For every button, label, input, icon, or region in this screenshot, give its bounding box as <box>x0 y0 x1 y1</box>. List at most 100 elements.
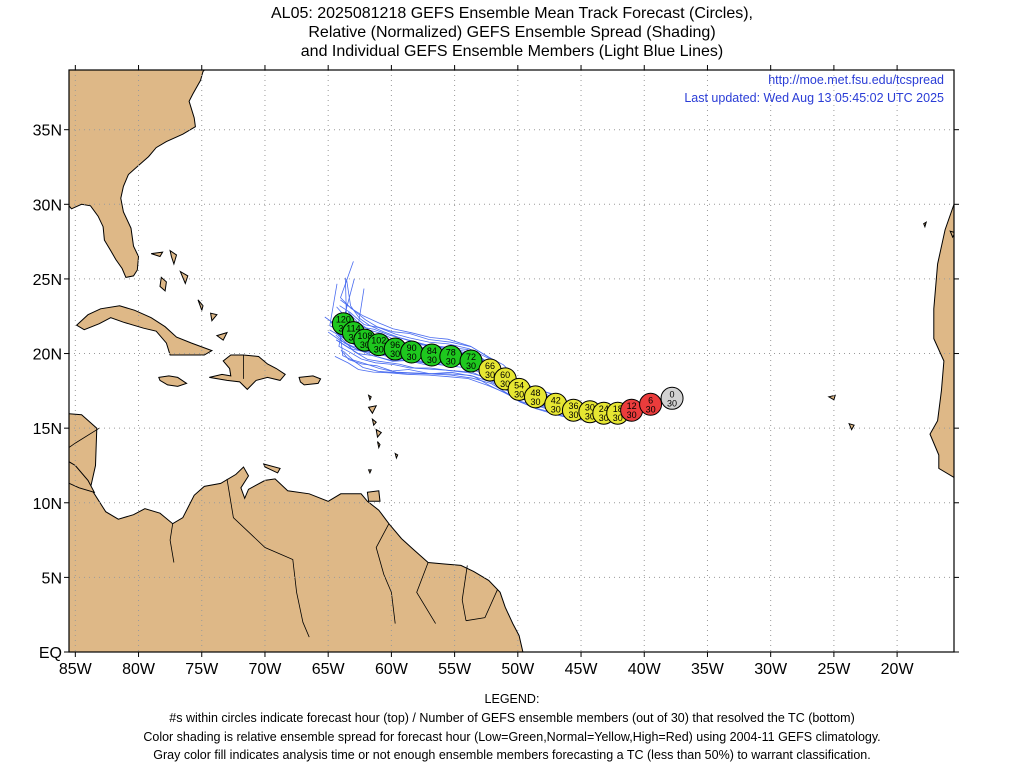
lon-tick-label: 80W <box>122 661 156 678</box>
lat-tick-label: 25N <box>33 272 62 289</box>
member-count-label: 30 <box>627 410 637 420</box>
lon-tick-label: 65W <box>312 661 346 678</box>
lat-tick-label: 30N <box>33 197 62 214</box>
forecast-hour-label: 24 <box>599 404 609 414</box>
member-count-label: 30 <box>613 413 623 423</box>
forecast-hour-label: 54 <box>514 380 524 390</box>
lon-tick-label: 75W <box>185 661 219 678</box>
forecast-hour-label: 6 <box>648 395 653 405</box>
forecast-circle <box>639 392 663 416</box>
forecast-hour-label: 48 <box>531 388 541 398</box>
boundary-line <box>226 478 310 638</box>
lon-tick-label: 30W <box>754 661 788 678</box>
forecast-circle <box>660 386 684 410</box>
member-count-label: 30 <box>646 404 656 414</box>
land-masses <box>69 70 954 652</box>
lon-tick-label: 55W <box>438 661 472 678</box>
lon-tick-label: 85W <box>59 661 93 678</box>
land-puerto-rico <box>298 375 322 386</box>
land-lesser-antilles-6 <box>394 452 399 460</box>
land-south-america <box>69 413 524 652</box>
forecast-hour-label: 108 <box>357 331 372 341</box>
member-count-label: 30 <box>599 413 609 423</box>
member-count-label: 30 <box>466 361 476 371</box>
land-bahamas-acklins <box>209 312 218 322</box>
boundary-line <box>461 565 468 621</box>
forecast-hour-label: 42 <box>551 395 561 405</box>
boundary-line <box>416 562 436 624</box>
boundary-line <box>169 523 175 563</box>
member-count-label: 30 <box>348 333 358 343</box>
lon-tick-label: 45W <box>565 661 599 678</box>
land-bahamas-grand <box>151 251 164 258</box>
ensemble-mean-track: 1203011430108301023096309030843078307230… <box>331 312 684 425</box>
forecast-hour-label: 114 <box>346 324 360 334</box>
member-count-label: 30 <box>446 357 456 367</box>
land-lesser-antilles-7 <box>367 469 372 475</box>
legend-line-1: #s within circles indicate forecast hour… <box>169 711 855 725</box>
lat-tick-label: EQ <box>39 645 62 662</box>
member-count-label: 30 <box>390 349 400 359</box>
forecast-hour-label: 120 <box>336 315 351 325</box>
forecast-hour-label: 96 <box>390 340 400 350</box>
land-africa <box>929 204 954 478</box>
source-url-link[interactable]: http://moe.met.fsu.edu/tcspread <box>768 73 944 87</box>
chart-title-line-1: AL05: 2025081218 GEFS Ensemble Mean Trac… <box>271 5 753 22</box>
land-hispaniola <box>209 354 286 391</box>
land-north-america <box>69 70 206 278</box>
member-count-label: 30 <box>500 379 510 389</box>
lon-tick-label: 40W <box>628 661 662 678</box>
land-cape-verde-1 <box>827 394 836 401</box>
member-count-label: 30 <box>374 345 384 355</box>
forecast-hour-label: 90 <box>407 343 417 353</box>
forecast-circle <box>459 349 483 373</box>
lon-tick-label: 25W <box>817 661 851 678</box>
legend-heading: LEGEND: <box>484 692 540 706</box>
member-count-label: 30 <box>485 370 495 380</box>
land-bahamas-abaco <box>169 249 178 266</box>
land-lesser-antilles-4 <box>375 428 383 439</box>
land-jamaica <box>158 375 188 387</box>
land-bahamas-andros <box>159 276 167 292</box>
lon-tick-label: 20W <box>881 661 915 678</box>
forecast-hour-label: 0 <box>670 389 675 399</box>
land-canaries-1 <box>949 230 954 239</box>
forecast-hour-label: 102 <box>371 336 386 346</box>
lat-tick-label: 10N <box>33 496 62 513</box>
lat-tick-label: 5N <box>42 570 62 587</box>
lon-tick-label: 70W <box>249 661 283 678</box>
lat-tick-label: 35N <box>33 123 62 140</box>
land-canaries-2 <box>923 221 928 229</box>
forecast-hour-label: 72 <box>466 352 476 362</box>
lon-tick-label: 50W <box>501 661 535 678</box>
land-cape-verde-2 <box>848 422 855 431</box>
forecast-hour-label: 66 <box>485 361 495 371</box>
member-count-label: 30 <box>568 410 578 420</box>
member-count-label: 30 <box>551 404 561 414</box>
forecast-hour-label: 12 <box>627 401 637 411</box>
lon-tick-label: 35W <box>691 661 725 678</box>
forecast-hour-label: 18 <box>613 404 623 414</box>
member-count-label: 30 <box>360 340 370 350</box>
land-lesser-antilles-2 <box>367 405 378 415</box>
land-bahamas-eleuthera <box>179 270 189 285</box>
last-updated-text: Last updated: Wed Aug 13 05:45:02 UTC 20… <box>684 91 944 105</box>
lat-tick-label: 15N <box>33 421 62 438</box>
forecast-hour-label: 78 <box>446 348 456 358</box>
land-cuba <box>75 305 214 356</box>
member-count-label: 30 <box>407 352 417 362</box>
forecast-hour-label: 84 <box>427 346 437 356</box>
member-count-label: 30 <box>531 397 541 407</box>
member-count-label: 30 <box>667 398 677 408</box>
forecast-hour-label: 36 <box>568 401 578 411</box>
legend-line-2: Color shading is relative ensemble sprea… <box>143 730 881 744</box>
lat-tick-label: 20N <box>33 347 62 364</box>
land-lesser-antilles-1 <box>367 394 372 402</box>
boundary-line <box>465 589 498 622</box>
forecast-circle <box>524 385 548 409</box>
member-count-label: 30 <box>427 355 437 365</box>
boundary-line <box>69 427 100 449</box>
map-frame <box>68 69 955 653</box>
